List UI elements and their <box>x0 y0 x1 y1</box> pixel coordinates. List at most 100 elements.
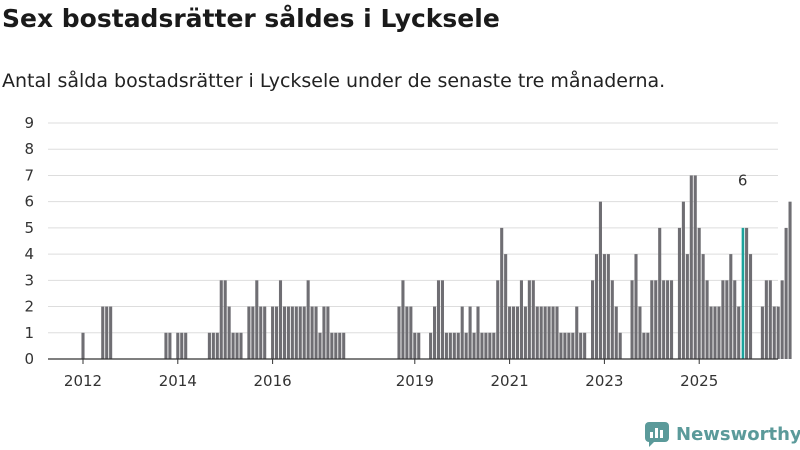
bar <box>168 332 172 359</box>
bar <box>298 306 302 359</box>
bar <box>697 227 701 359</box>
bar <box>239 332 243 359</box>
bar <box>610 280 614 359</box>
bar <box>642 332 646 359</box>
bar <box>105 306 109 359</box>
bar <box>780 280 784 359</box>
bar <box>164 332 168 359</box>
bar <box>452 332 456 359</box>
bar <box>662 280 666 359</box>
bar <box>231 332 235 359</box>
bar <box>318 332 322 359</box>
bar <box>630 280 634 359</box>
brand-name: Newsworthy <box>676 423 800 445</box>
bar <box>109 306 113 359</box>
bar-highlight <box>741 227 745 359</box>
bar <box>646 332 650 359</box>
bar <box>658 227 662 359</box>
bar <box>338 332 342 359</box>
bar <box>436 280 441 359</box>
bar <box>508 306 512 359</box>
bar <box>259 306 263 359</box>
bar <box>654 280 658 359</box>
bar <box>512 306 516 359</box>
bar <box>733 280 737 359</box>
bar <box>180 332 184 359</box>
bar <box>429 332 433 359</box>
bar <box>251 306 255 359</box>
newsworthy-logo: Newsworthy <box>644 420 800 448</box>
x-tick-label: 2021 <box>491 372 529 390</box>
bar <box>326 306 330 359</box>
y-tick-label: 4 <box>24 245 34 263</box>
x-tick-label: 2014 <box>159 372 197 390</box>
bar <box>717 306 721 359</box>
bar <box>729 254 733 359</box>
bar <box>484 332 488 359</box>
bar <box>519 280 523 359</box>
bar <box>271 306 275 359</box>
bar <box>701 254 705 359</box>
bar <box>713 306 717 359</box>
bar <box>322 306 326 359</box>
x-tick-label: 2012 <box>64 372 102 390</box>
bar <box>472 332 476 359</box>
bar <box>709 306 713 359</box>
bar <box>302 306 306 359</box>
bar <box>638 306 642 359</box>
bar <box>235 332 239 359</box>
bar <box>282 306 286 359</box>
bar <box>555 306 559 359</box>
x-tick-label: 2023 <box>585 372 623 390</box>
bar <box>460 306 464 359</box>
newsworthy-icon <box>645 422 669 447</box>
bar <box>334 332 338 359</box>
bar <box>342 332 346 359</box>
bar <box>606 254 610 359</box>
y-tick-label: 6 <box>24 193 34 211</box>
bar <box>476 306 480 359</box>
bar <box>563 332 567 359</box>
bar <box>275 306 279 359</box>
bar <box>456 332 460 359</box>
y-tick-label: 5 <box>24 219 34 237</box>
bar <box>227 306 231 359</box>
bar <box>594 254 599 359</box>
bar <box>468 306 472 359</box>
bar <box>764 280 768 359</box>
bar <box>535 306 539 359</box>
bar <box>480 332 484 359</box>
bar <box>602 254 606 359</box>
bar-chart: 0 1 2 3 4 5 6 7 8 9 2012 2014 2016 2019 2021 2023 2025 6 <box>24 114 792 390</box>
bar <box>772 306 776 359</box>
bar <box>591 280 595 359</box>
bar <box>551 306 555 359</box>
bar <box>721 280 725 359</box>
bar <box>705 280 709 359</box>
bar <box>670 280 674 359</box>
x-tick-label: 2025 <box>680 372 718 390</box>
bar <box>768 280 772 359</box>
bar <box>689 175 693 359</box>
chart-title: Sex bostadsrätter såldes i Lycksele <box>2 4 500 33</box>
highlight-data-label: 6 <box>738 172 748 190</box>
bar <box>433 306 437 359</box>
bar <box>464 332 468 359</box>
bar <box>543 306 547 359</box>
bar <box>677 227 681 359</box>
bar <box>215 332 219 359</box>
bar <box>286 306 290 359</box>
bar <box>417 332 421 359</box>
y-tick-label: 2 <box>24 298 34 316</box>
bar <box>310 306 314 359</box>
bar <box>579 332 583 359</box>
bar <box>500 227 504 359</box>
chart-subtitle: Antal sålda bostadsrätter i Lycksele und… <box>2 70 666 92</box>
bar <box>397 306 401 359</box>
bar <box>598 201 602 359</box>
bar <box>207 332 211 359</box>
bar <box>409 306 413 359</box>
bar <box>749 254 753 359</box>
bar <box>547 306 551 359</box>
bar <box>725 280 729 359</box>
